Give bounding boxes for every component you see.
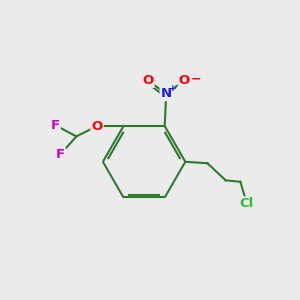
Text: F: F [51,119,60,132]
Text: Cl: Cl [240,197,254,210]
Text: F: F [56,148,65,161]
Text: +: + [169,84,176,93]
Text: O: O [142,74,154,87]
Text: −: − [190,73,201,85]
Text: N: N [160,87,172,100]
Text: O: O [179,74,190,87]
Text: O: O [92,120,103,133]
